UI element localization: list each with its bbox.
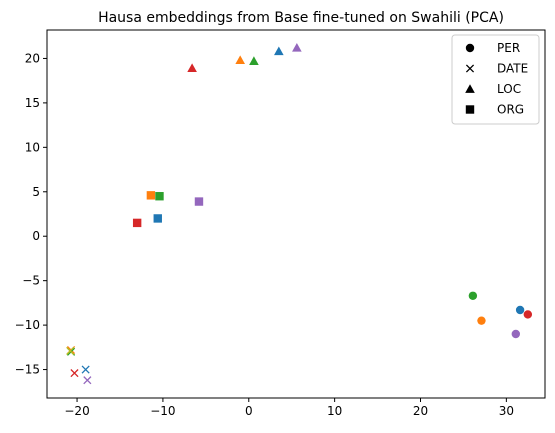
plot-area [46,29,546,399]
data-point-x [70,369,79,378]
x-tick-label: 10 [327,404,342,418]
x-tick-label: 0 [245,404,253,418]
data-point-square [194,197,204,206]
legend-marker-triangle [465,84,475,93]
y-tick-label: 10 [25,140,40,154]
x-tick-label: 30 [499,404,514,418]
y-axis: −15 −10 −5 0 5 10 15 20 [15,51,47,377]
y-tick-label: 0 [32,229,40,243]
legend-marker-square [465,105,475,114]
data-point-triangle [274,46,284,56]
y-tick-label: −5 [22,274,40,288]
x-tick-label: 20 [413,404,428,418]
x-tick-label: −20 [64,404,89,418]
data-point-triangle [235,55,245,65]
data-point-x [66,346,75,355]
legend-box [451,34,540,125]
y-tick-label: 20 [25,51,40,65]
data-point-x [83,376,92,385]
legend-label: ORG [497,103,524,117]
data-point-triangle [292,42,302,52]
data-point-circle [468,291,478,300]
data-point-triangle [249,56,259,65]
data-point-square [153,214,162,223]
data-point-circle [477,316,486,325]
legend-marker-x [465,64,475,73]
data-point-square [132,218,142,228]
y-tick-label: 5 [32,185,40,199]
legend-label: LOC [497,82,521,96]
data-points [66,42,533,385]
data-point-triangle [187,63,197,73]
data-point-circle [515,305,525,315]
x-tick-label: −10 [150,404,175,418]
data-point-square [146,191,156,200]
data-point-x [81,365,90,374]
legend: PER DATE LOC ORG [451,34,540,125]
data-point-square [155,192,164,201]
legend-label: DATE [497,62,528,76]
y-tick-label: −10 [15,318,40,332]
data-point-circle [523,310,533,319]
chart-title: Hausa embeddings from Base fine-tuned on… [98,10,504,26]
y-tick-label: −15 [15,363,40,377]
legend-marker-circle [465,43,475,53]
plot-frame [46,29,546,399]
legend-label: PER [497,41,520,55]
data-point-circle [511,329,521,339]
y-tick-label: 15 [25,96,40,110]
x-axis: −20 −10 0 10 20 30 [64,398,514,418]
